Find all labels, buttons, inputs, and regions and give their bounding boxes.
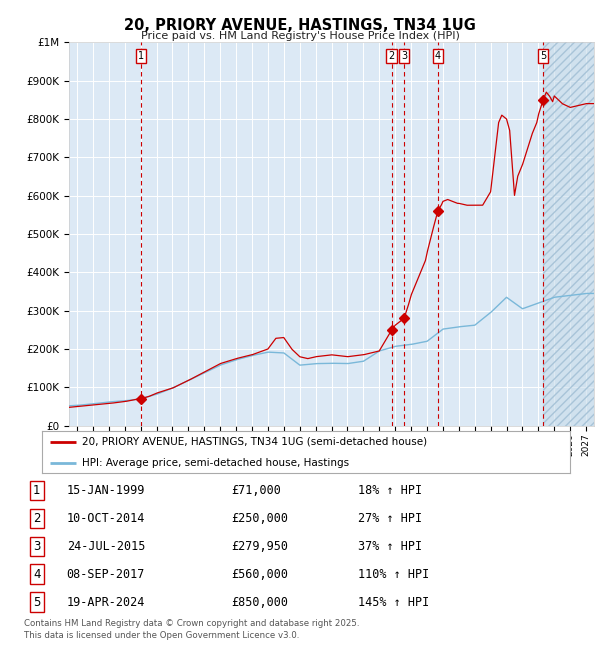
Text: 110% ↑ HPI: 110% ↑ HPI — [358, 568, 429, 581]
Text: 27% ↑ HPI: 27% ↑ HPI — [358, 512, 422, 525]
Text: 37% ↑ HPI: 37% ↑ HPI — [358, 540, 422, 552]
Text: 08-SEP-2017: 08-SEP-2017 — [67, 568, 145, 581]
Text: 20, PRIORY AVENUE, HASTINGS, TN34 1UG: 20, PRIORY AVENUE, HASTINGS, TN34 1UG — [124, 18, 476, 33]
Text: Contains HM Land Registry data © Crown copyright and database right 2025.
This d: Contains HM Land Registry data © Crown c… — [24, 619, 359, 640]
Text: 5: 5 — [33, 595, 40, 608]
Text: 1: 1 — [33, 484, 41, 497]
Text: 5: 5 — [540, 51, 546, 60]
Text: 10-OCT-2014: 10-OCT-2014 — [67, 512, 145, 525]
Text: 2: 2 — [389, 51, 395, 60]
Text: Price paid vs. HM Land Registry's House Price Index (HPI): Price paid vs. HM Land Registry's House … — [140, 31, 460, 41]
Text: £71,000: £71,000 — [231, 484, 281, 497]
Text: 4: 4 — [435, 51, 441, 60]
Text: HPI: Average price, semi-detached house, Hastings: HPI: Average price, semi-detached house,… — [82, 458, 349, 467]
Text: 3: 3 — [401, 51, 407, 60]
Text: £250,000: £250,000 — [231, 512, 288, 525]
Text: 15-JAN-1999: 15-JAN-1999 — [67, 484, 145, 497]
Text: 19-APR-2024: 19-APR-2024 — [67, 595, 145, 608]
Text: £850,000: £850,000 — [231, 595, 288, 608]
Text: 4: 4 — [33, 568, 41, 581]
Text: 145% ↑ HPI: 145% ↑ HPI — [358, 595, 429, 608]
Text: 18% ↑ HPI: 18% ↑ HPI — [358, 484, 422, 497]
Text: 20, PRIORY AVENUE, HASTINGS, TN34 1UG (semi-detached house): 20, PRIORY AVENUE, HASTINGS, TN34 1UG (s… — [82, 437, 427, 447]
Bar — [543, 42, 594, 426]
Text: 2: 2 — [33, 512, 41, 525]
Text: 3: 3 — [33, 540, 40, 552]
Text: £279,950: £279,950 — [231, 540, 288, 552]
Text: 1: 1 — [138, 51, 144, 60]
Text: 24-JUL-2015: 24-JUL-2015 — [67, 540, 145, 552]
Text: £560,000: £560,000 — [231, 568, 288, 581]
Bar — [543, 42, 594, 426]
